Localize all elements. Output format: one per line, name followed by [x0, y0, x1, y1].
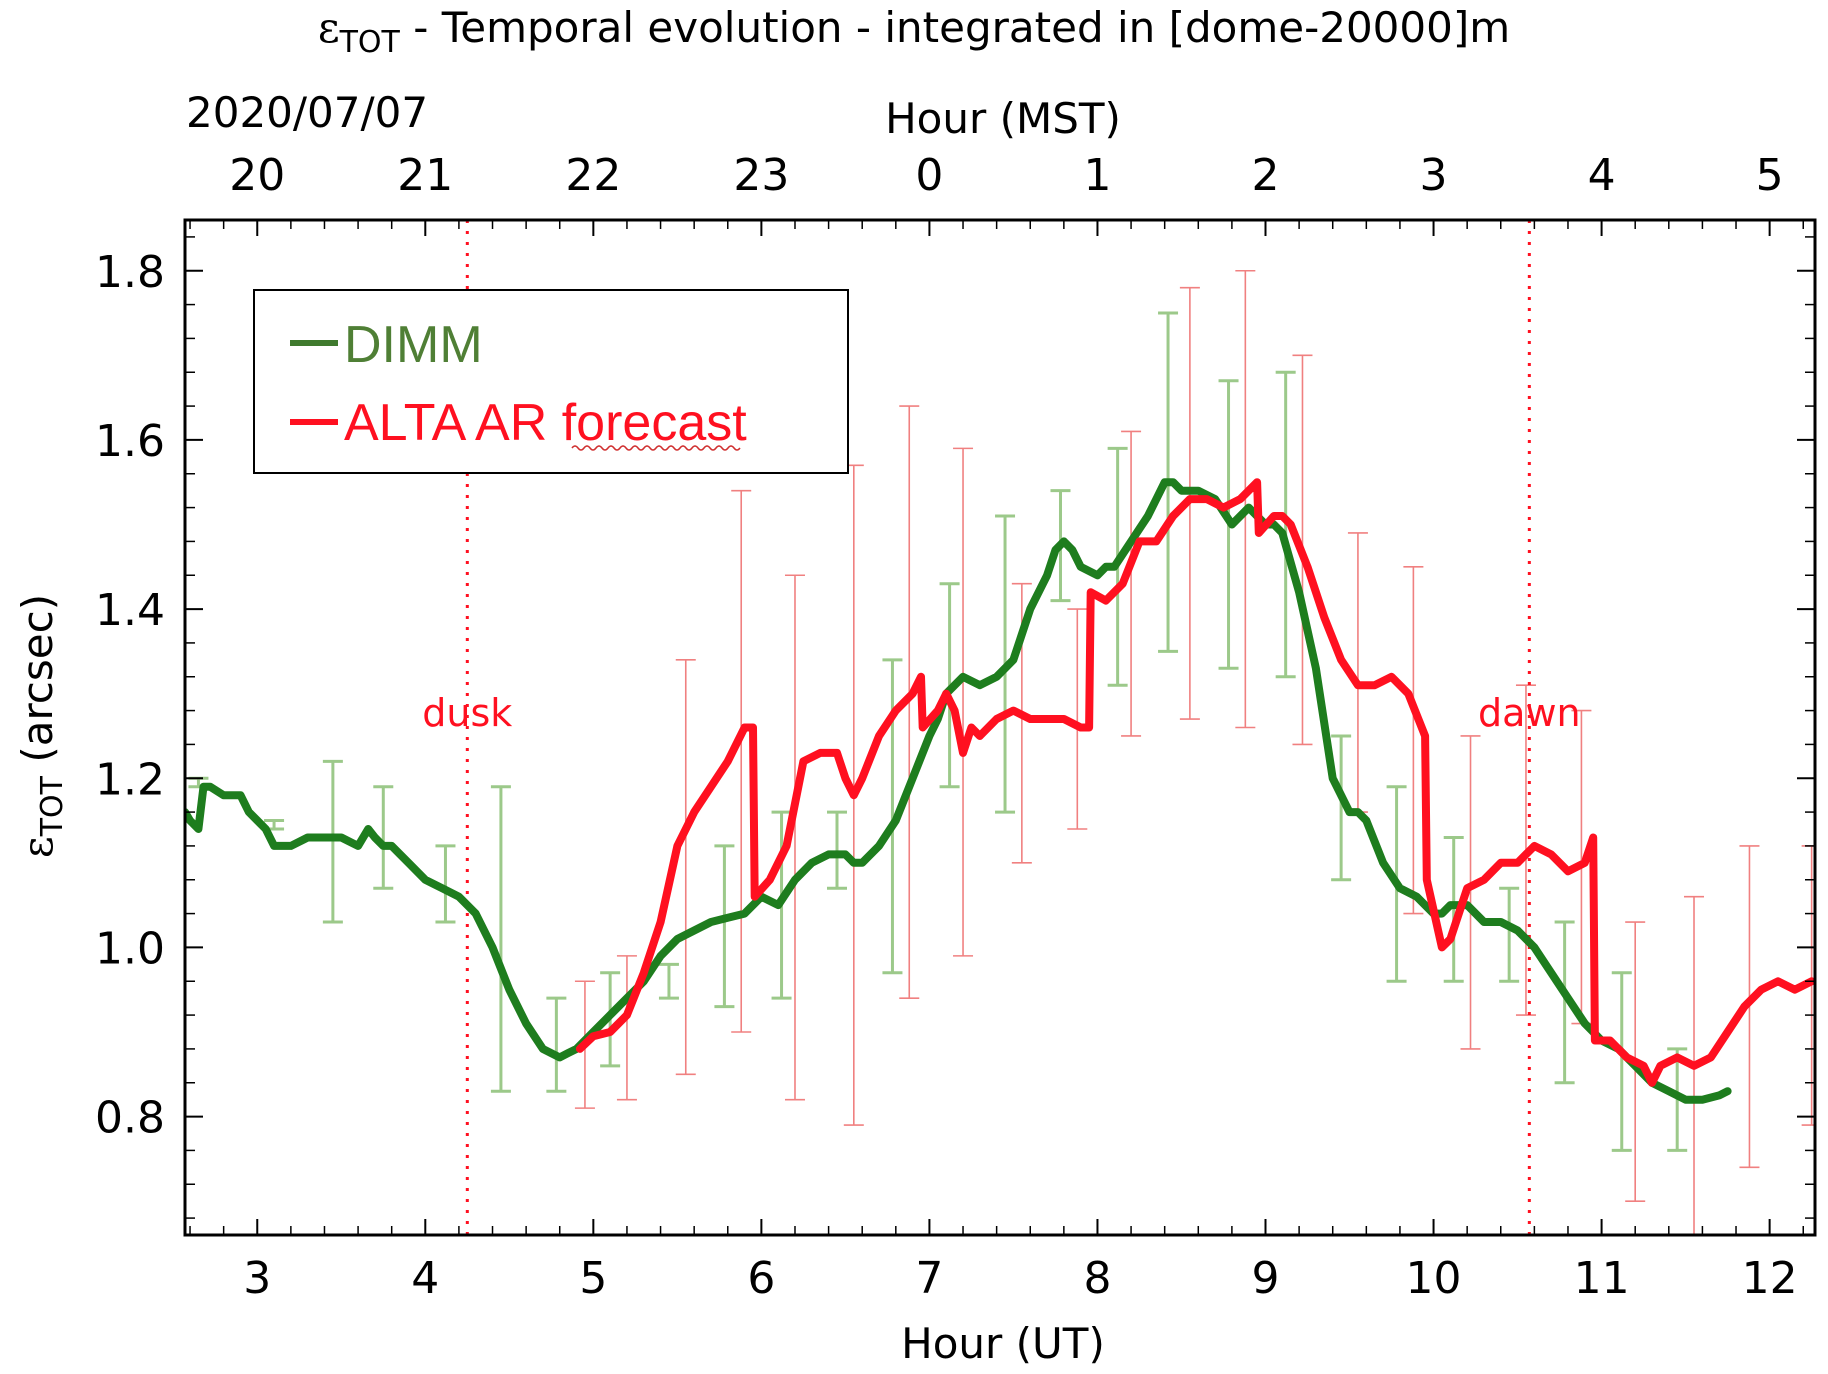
x2-tick-label: 20	[229, 150, 285, 201]
x2-tick-label: 1	[1083, 150, 1111, 201]
x2-tick-label: 23	[733, 150, 789, 201]
x2-axis-label: Hour (MST)	[885, 94, 1121, 143]
alta-error-bar	[1121, 430, 1142, 737]
alta-error-bar	[1460, 735, 1481, 1050]
alta-error-bar	[1067, 608, 1088, 830]
y-tick-label: 0.8	[95, 1093, 165, 1144]
alta-error-bar	[953, 447, 974, 957]
x-tick-label: 9	[1252, 1253, 1280, 1304]
plot-content: dusk dawn	[185, 220, 1815, 1235]
dimm-error-bar	[1554, 920, 1575, 1085]
x-tick-label: 5	[579, 1253, 607, 1304]
dimm-error-bar	[546, 996, 567, 1093]
y-tick-label: 1.0	[95, 923, 165, 974]
spellcheck-squiggle-icon	[571, 445, 741, 451]
plot-area: dusk dawn 3 20 4 21 5 22 6 23 7 0 8 1 9 2 10 3 11 4 12 5 0.8 1.…	[95, 150, 1817, 1304]
legend-label-alta: ALTA AR forecast	[344, 394, 747, 452]
x-tick-label: 3	[243, 1253, 271, 1304]
y-axis-label-subscript: TOT	[35, 775, 70, 837]
x2-tick-label: 3	[1420, 150, 1448, 201]
dusk-label: dusk	[422, 691, 512, 735]
x-tick-label: 6	[747, 1253, 775, 1304]
x-tick-label: 7	[915, 1253, 943, 1304]
legend-label-dimm: DIMM	[344, 316, 483, 374]
dimm-error-bar	[1499, 886, 1520, 983]
y-axis-label: εTOT (arcsec)	[13, 594, 70, 858]
dimm-error-bar	[827, 810, 847, 890]
y-tick-label: 1.4	[95, 585, 165, 636]
chart-title: εTOT - Temporal evolution - integrated i…	[318, 3, 1510, 60]
x-tick-label: 8	[1083, 1253, 1111, 1304]
dimm-error-bar	[435, 844, 456, 924]
alta-series-line	[575, 478, 1815, 1087]
dimm-error-bar	[658, 962, 679, 1000]
alta-error-bar	[1403, 565, 1424, 915]
x-tick-label: 12	[1742, 1253, 1798, 1304]
alta-error-bar	[675, 659, 696, 1076]
chart-title-subscript: TOT	[339, 25, 401, 60]
x2-tick-label: 21	[397, 150, 453, 201]
x-axis-label: Hour (UT)	[901, 1319, 1105, 1368]
dimm-series-line	[185, 478, 1732, 1104]
dimm-error-bar	[322, 759, 343, 924]
x-tick-label: 11	[1574, 1253, 1630, 1304]
dimm-error-bar	[1331, 734, 1352, 882]
x-tick-label: 10	[1406, 1253, 1462, 1304]
alta-error-bar	[784, 574, 805, 1101]
x2-tick-label: 2	[1252, 150, 1280, 201]
dimm-error-bar	[490, 785, 511, 1093]
dimm-error-bar	[373, 785, 394, 890]
y-tick-label: 1.2	[95, 754, 165, 805]
y-tick-label: 1.8	[95, 247, 165, 298]
y-tick-label: 1.6	[95, 416, 165, 467]
dimm-error-bar	[1611, 971, 1632, 1152]
x2-tick-label: 4	[1588, 150, 1616, 201]
dawn-label: dawn	[1478, 691, 1581, 735]
legend: DIMM ALTA AR forecast	[253, 289, 849, 474]
dimm-error-bar	[714, 844, 735, 1009]
plot-frame	[183, 218, 1817, 1237]
x2-tick-label: 22	[565, 150, 621, 201]
x2-tick-label: 5	[1756, 150, 1784, 201]
dimm-error-bar	[1443, 835, 1464, 983]
alta-error-bar	[616, 955, 637, 1101]
x-tick-label: 4	[411, 1253, 439, 1304]
alta-error-bar	[731, 489, 752, 1033]
x2-tick-label: 0	[915, 150, 943, 201]
legend-box	[253, 289, 849, 474]
date-label: 2020/07/07	[186, 88, 428, 137]
